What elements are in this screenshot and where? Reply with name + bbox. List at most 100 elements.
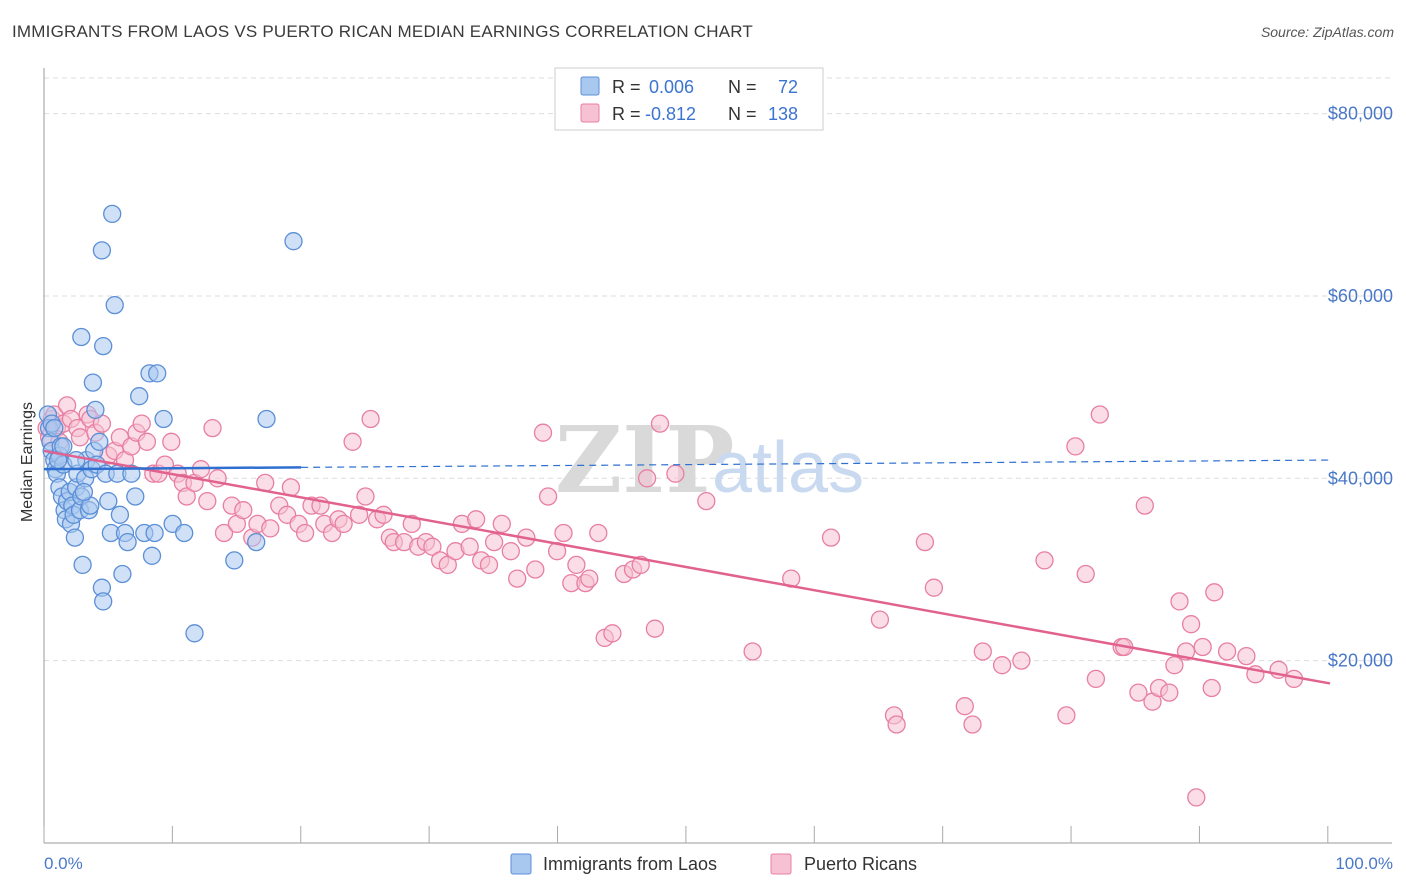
puerto-rican-point [915, 532, 935, 552]
laos-point [225, 551, 244, 570]
laos-point [94, 592, 113, 611]
puerto-rican-point [1076, 564, 1095, 584]
laos-trend-line [43, 466, 302, 471]
puerto-rican-point [466, 510, 486, 529]
puerto-rican-point [1066, 437, 1085, 456]
puerto-rican-point [963, 715, 982, 734]
legend-n-value-1: 72 [778, 77, 798, 97]
laos-point [130, 387, 149, 406]
puerto-rican-point [295, 523, 315, 543]
legend-r-label-1: R = [612, 77, 641, 97]
puerto-rican-point [343, 432, 362, 451]
chart-source: Source: ZipAtlas.com [1260, 24, 1394, 40]
trend-lines [43, 449, 1331, 685]
laos-point [126, 487, 145, 506]
puerto-rican-point [132, 414, 151, 433]
puerto-rican-point [361, 409, 380, 429]
puerto-rican-point [567, 555, 586, 575]
laos-point [142, 546, 162, 565]
puerto-rican-point [177, 487, 196, 506]
legend-r-value-1: 0.006 [649, 77, 694, 97]
laos-point [67, 450, 86, 470]
legend-r-label-2: R = [612, 104, 641, 124]
puerto-rican-point [203, 418, 222, 438]
x-tick-label-min: 0.0% [44, 854, 83, 873]
laos-point [65, 528, 85, 547]
laos-point [45, 418, 64, 438]
puerto-rican-point [334, 514, 353, 534]
legend-box [554, 67, 824, 131]
puerto-rican-point [1086, 669, 1106, 689]
puerto-rican-point [1205, 583, 1224, 602]
puerto-rican-point [870, 610, 890, 629]
puerto-rican-point [261, 519, 280, 538]
laos-point [257, 409, 276, 429]
puerto-rican-point [645, 619, 665, 638]
puerto-rican-point [508, 569, 527, 588]
series-legend-label-laos: Immigrants from Laos [543, 854, 717, 874]
puerto-rican-point [992, 656, 1012, 675]
laos-point [103, 204, 122, 224]
puerto-rican-point [374, 505, 393, 524]
y-tick-label: $20,000 [1328, 651, 1393, 671]
puerto-rican-point [1165, 656, 1184, 675]
laos-point [99, 491, 118, 511]
laos-point [90, 432, 109, 451]
puerto-rican-point [1012, 651, 1031, 670]
puerto-rican-point [743, 642, 762, 661]
puerto-rican-point [438, 555, 457, 575]
puerto-rican-point [526, 560, 545, 579]
laos-point [105, 295, 124, 315]
puerto-rican-point [1129, 683, 1148, 702]
laos-point [118, 532, 137, 552]
puerto-rican-point [1160, 683, 1179, 702]
puerto-rican-point [887, 715, 906, 734]
puerto-rican-point [821, 528, 841, 547]
puerto-rican-point [198, 491, 217, 511]
puerto-rican-point [1090, 405, 1109, 424]
laos-point [83, 373, 103, 392]
puerto-rican-point [70, 428, 90, 447]
puerto-rican-point [1202, 678, 1221, 698]
puerto-rican-point [1035, 551, 1054, 570]
watermark-atlas: atlas [712, 428, 864, 508]
puerto-rican-point [603, 624, 622, 643]
puerto-rican-point [533, 423, 553, 442]
puerto-rican-point [538, 487, 558, 506]
laos-point [73, 555, 92, 575]
legend-r-value-2: -0.812 [645, 104, 696, 124]
puerto-rican-point [1217, 642, 1237, 661]
correlation-legend: R = 0.006 N = 72 R = -0.812 N = 138 [554, 67, 824, 131]
laos-point [110, 505, 130, 524]
laos-point [175, 523, 194, 543]
puerto-rican-point [356, 487, 375, 506]
puerto-rican-point [666, 464, 685, 483]
puerto-rican-point [214, 523, 234, 543]
laos-point [92, 241, 112, 260]
puerto-rican-point [924, 578, 944, 597]
legend-n-value-2: 138 [768, 104, 798, 124]
puerto-rican-point [492, 514, 511, 534]
laos-point [284, 232, 303, 251]
puerto-rican-point [697, 491, 716, 511]
puerto-rican-point [484, 532, 504, 552]
puerto-rican-point [402, 514, 421, 534]
puerto-rican-point [234, 501, 253, 520]
x-axis-ticks [43, 826, 1329, 843]
puerto-rican-point [637, 469, 657, 488]
puerto-rican-point [554, 523, 573, 543]
puerto-rican-trend-line [43, 449, 1331, 685]
series-legend: Immigrants from Laos Puerto Ricans [510, 853, 917, 875]
puerto-rican-point [580, 569, 599, 588]
y-tick-label: $40,000 [1328, 468, 1393, 488]
puerto-rican-point [1237, 646, 1256, 666]
puerto-rican-point [973, 642, 992, 661]
laos-point [185, 624, 204, 643]
series-legend-swatch-puerto-rican [770, 853, 792, 875]
y-tick-label: $60,000 [1328, 286, 1393, 306]
puerto-rican-point [501, 542, 520, 561]
puerto-rican-point [162, 432, 181, 451]
legend-n-label-1: N = [728, 77, 757, 97]
y-tick-labels: $20,000 $40,000 $60,000 $80,000 [1328, 104, 1393, 671]
x-tick-label-max: 100.0% [1335, 854, 1393, 873]
